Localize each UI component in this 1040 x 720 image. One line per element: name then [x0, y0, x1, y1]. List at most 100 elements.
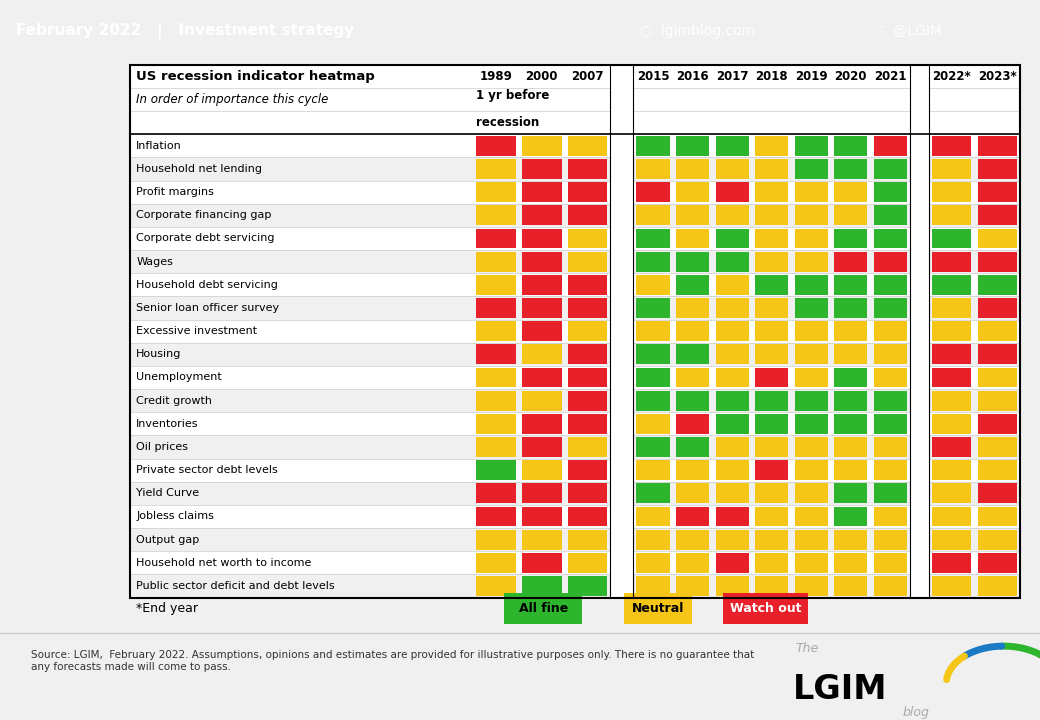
Text: Watch out: Watch out [730, 602, 801, 616]
Bar [716, 252, 749, 271]
Bar [636, 228, 670, 248]
Bar [676, 344, 709, 364]
Bar [978, 205, 1017, 225]
Bar [716, 298, 749, 318]
Text: Senior loan officer survey: Senior loan officer survey [136, 303, 280, 313]
Bar [130, 181, 1020, 204]
Bar [755, 437, 788, 457]
Bar [676, 576, 709, 596]
Bar [676, 530, 709, 549]
Bar [932, 159, 971, 179]
Bar [755, 576, 788, 596]
Bar [834, 344, 867, 364]
Bar [476, 344, 516, 364]
Text: Household net lending: Household net lending [136, 164, 262, 174]
Bar [130, 482, 1020, 505]
Bar [795, 252, 828, 271]
Bar [795, 507, 828, 526]
Bar [676, 460, 709, 480]
Text: 2018: 2018 [755, 70, 788, 83]
Bar [795, 321, 828, 341]
Bar [716, 437, 749, 457]
Bar [522, 483, 562, 503]
Text: Household net worth to income: Household net worth to income [136, 558, 312, 568]
Bar [676, 391, 709, 410]
Bar [636, 391, 670, 410]
Bar [795, 391, 828, 410]
Bar [130, 459, 1020, 482]
Bar [834, 437, 867, 457]
Bar [932, 507, 971, 526]
Bar [130, 204, 1020, 227]
Bar [716, 391, 749, 410]
Text: 2000: 2000 [525, 70, 558, 83]
Bar [522, 437, 562, 457]
Bar [932, 483, 971, 503]
Bar [568, 275, 607, 294]
Text: 2020: 2020 [834, 70, 867, 83]
Bar [130, 575, 1020, 598]
Bar [676, 367, 709, 387]
Text: Corporate debt servicing: Corporate debt servicing [136, 233, 275, 243]
Bar [755, 321, 788, 341]
Bar [522, 460, 562, 480]
Text: 1 yr before: 1 yr before [476, 89, 550, 102]
Bar [568, 367, 607, 387]
Bar [795, 576, 828, 596]
Bar [522, 391, 562, 410]
Bar [978, 530, 1017, 549]
Bar [978, 252, 1017, 271]
Bar [932, 228, 971, 248]
Bar [978, 136, 1017, 156]
Bar [834, 553, 867, 572]
Bar [874, 507, 907, 526]
Bar [834, 576, 867, 596]
Text: Household debt servicing: Household debt servicing [136, 280, 278, 289]
Bar [636, 460, 670, 480]
Bar [610, 65, 633, 598]
Bar [932, 437, 971, 457]
Bar [755, 252, 788, 271]
Bar [568, 228, 607, 248]
Bar [476, 530, 516, 549]
Bar [568, 182, 607, 202]
Bar [755, 344, 788, 364]
Bar [874, 437, 907, 457]
Bar [723, 593, 808, 624]
Bar [874, 576, 907, 596]
Bar [932, 182, 971, 202]
Text: 2017: 2017 [716, 70, 749, 83]
Bar [755, 553, 788, 572]
Text: Output gap: Output gap [136, 535, 200, 544]
Bar [795, 437, 828, 457]
Bar [522, 507, 562, 526]
Text: Inflation: Inflation [136, 141, 182, 150]
Bar [755, 530, 788, 549]
Bar [522, 553, 562, 572]
Bar [568, 136, 607, 156]
Bar [676, 275, 709, 294]
Bar [932, 252, 971, 271]
Bar [795, 460, 828, 480]
Bar [932, 136, 971, 156]
Text: February 2022   |   Investment strategy: February 2022 | Investment strategy [16, 22, 354, 39]
Bar [568, 252, 607, 271]
Bar [522, 414, 562, 433]
Bar [476, 228, 516, 248]
Bar [932, 530, 971, 549]
Bar [874, 136, 907, 156]
Bar [568, 437, 607, 457]
Bar [874, 530, 907, 549]
Bar [978, 483, 1017, 503]
Text: US recession indicator heatmap: US recession indicator heatmap [136, 70, 375, 83]
Text: 2019: 2019 [795, 70, 828, 83]
Bar [932, 298, 971, 318]
Bar [834, 460, 867, 480]
Bar [636, 252, 670, 271]
Bar [636, 576, 670, 596]
Text: blog: blog [903, 706, 930, 719]
Bar [568, 159, 607, 179]
Bar [932, 205, 971, 225]
Bar [978, 228, 1017, 248]
Bar [676, 159, 709, 179]
